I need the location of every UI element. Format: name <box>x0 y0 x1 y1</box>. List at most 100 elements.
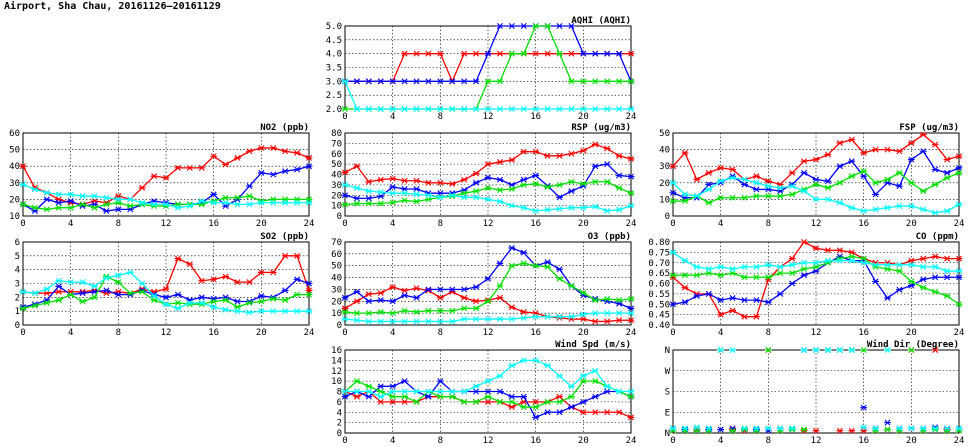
data-point-cyan <box>222 199 229 206</box>
data-point-red <box>532 148 540 155</box>
x-tick-label: 24 <box>954 219 965 229</box>
data-point-cyan <box>436 388 444 395</box>
data-point-red <box>472 50 480 57</box>
data-point-green <box>764 193 772 200</box>
data-point-cyan <box>591 310 599 317</box>
data-point-cyan <box>693 263 701 270</box>
data-point-cyan <box>484 196 492 203</box>
data-point-green <box>281 297 289 304</box>
x-tick-label: 20 <box>578 328 589 338</box>
data-point-cyan <box>269 308 277 315</box>
x-tick-label: 16 <box>530 112 541 122</box>
data-point-blue <box>603 50 611 57</box>
y-tick-label: 3 <box>15 280 20 290</box>
data-point-red <box>603 145 611 152</box>
data-point-green <box>79 201 86 208</box>
data-point-green <box>532 262 540 269</box>
data-point-red <box>472 298 480 305</box>
x-tick-label: 20 <box>578 112 589 122</box>
data-point-cyan <box>162 201 170 208</box>
data-point-red <box>281 252 289 259</box>
y-tick-label: 0.40 <box>648 321 670 331</box>
data-point-cyan <box>520 204 528 211</box>
data-point-cyan <box>824 196 832 203</box>
data-point-blue <box>568 188 575 195</box>
data-point-red <box>186 164 194 171</box>
data-point-blue <box>484 388 492 395</box>
data-point-blue <box>484 174 492 181</box>
data-point-green <box>103 201 110 208</box>
data-point-cyan <box>91 283 98 290</box>
x-tick-label: 4 <box>718 328 723 338</box>
data-point-blue <box>389 298 397 305</box>
data-point-red <box>544 152 551 159</box>
data-point-green <box>907 179 915 186</box>
y-tick-label: 50 <box>331 160 342 170</box>
data-point-cyan <box>812 347 820 353</box>
y-tick-label: 70 <box>331 139 342 149</box>
y-tick-label: 80 <box>331 129 342 139</box>
data-point-blue <box>341 192 349 199</box>
data-point-red <box>281 148 289 155</box>
x-tick-label: 12 <box>811 219 822 229</box>
data-point-blue <box>717 426 725 433</box>
data-point-cyan <box>568 383 575 390</box>
data-point-red <box>836 139 844 146</box>
data-point-blue <box>681 426 689 433</box>
data-point-red <box>389 284 397 291</box>
data-point-green <box>484 393 492 400</box>
chart-no2: 10 20 30 40 50 60 0 4 8 12 16 20 24 NO2 (ppb) <box>9 123 314 229</box>
data-point-blue <box>269 171 277 178</box>
data-point-blue <box>257 292 265 299</box>
data-point-cyan <box>401 388 408 395</box>
x-tick-label: 8 <box>438 436 443 446</box>
y-tick-label: 0 <box>15 321 20 331</box>
data-point-red <box>162 174 170 181</box>
data-point-red <box>496 294 504 301</box>
data-point-cyan <box>532 357 540 364</box>
x-tick-label: 0 <box>670 328 675 338</box>
y-tick-label: 2 <box>15 293 20 303</box>
data-point-green <box>520 181 528 188</box>
data-point-green <box>210 298 218 305</box>
data-point-red <box>591 318 599 325</box>
data-point-red <box>353 393 361 400</box>
data-point-blue <box>353 195 361 202</box>
data-point-blue <box>281 168 289 175</box>
data-point-blue <box>544 409 551 416</box>
data-point-cyan <box>508 362 516 369</box>
data-point-cyan <box>753 179 760 186</box>
data-point-cyan <box>603 383 611 390</box>
data-point-red <box>222 273 229 280</box>
data-point-red <box>627 317 635 324</box>
x-tick-label: 4 <box>390 219 395 229</box>
data-point-red <box>788 169 796 176</box>
data-point-blue <box>693 292 701 299</box>
data-point-green <box>896 169 903 176</box>
data-point-blue <box>753 426 760 433</box>
data-point-blue <box>896 183 903 190</box>
data-point-blue <box>401 78 408 85</box>
data-point-red <box>896 148 903 155</box>
data-point-cyan <box>824 257 832 264</box>
panel-title: CO (ppm) <box>916 232 959 242</box>
data-point-red <box>955 255 963 262</box>
data-point-cyan <box>91 193 98 200</box>
data-point-blue <box>896 286 903 293</box>
data-point-green <box>460 305 468 312</box>
data-point-blue <box>472 388 480 395</box>
y-tick-label: 2 <box>337 419 342 429</box>
data-point-cyan <box>591 106 599 112</box>
data-point-red <box>907 139 915 146</box>
data-point-cyan <box>705 265 713 272</box>
data-point-blue <box>800 272 808 279</box>
data-point-cyan <box>150 292 158 299</box>
data-point-cyan <box>955 268 963 275</box>
data-point-blue <box>67 198 75 205</box>
y-tick-label: 30 <box>331 181 342 191</box>
data-point-green <box>603 178 611 185</box>
data-point-green <box>67 291 75 298</box>
